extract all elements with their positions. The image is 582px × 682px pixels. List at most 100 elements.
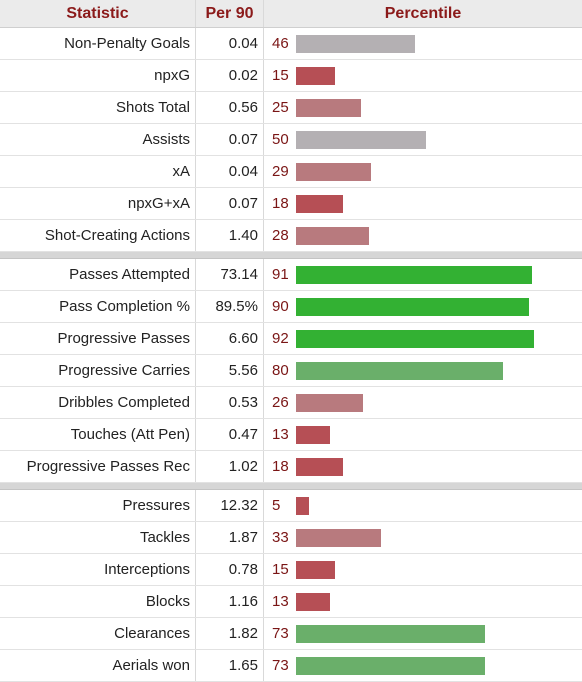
stat-name: Shots Total (116, 99, 190, 116)
stat-name: Blocks (145, 593, 190, 610)
percentile-value: 26 (272, 394, 289, 411)
table-row: Shots Total 0.56 25 (0, 92, 582, 124)
percentile-bar-track (296, 624, 555, 643)
percentile-cell: 92 (264, 323, 582, 354)
per90-value: 1.02 (195, 451, 264, 482)
percentile-bar (296, 226, 369, 245)
percentile-value: 73 (272, 657, 289, 674)
percentile-value: 15 (272, 561, 289, 578)
percentile-cell: 90 (264, 291, 582, 322)
percentile-bar (296, 329, 534, 348)
table-row: npxG 0.02 15 (0, 60, 582, 92)
stat-name: npxG (154, 67, 190, 84)
percentile-cell: 80 (264, 355, 582, 386)
group-separator (0, 252, 582, 259)
table-row: Passes Attempted 73.14 91 (0, 259, 582, 291)
per90-value: 0.78 (195, 554, 264, 585)
percentile-cell: 13 (264, 419, 582, 450)
table-row: Interceptions 0.78 15 (0, 554, 582, 586)
stat-name: xA (172, 163, 190, 180)
percentile-bar (296, 457, 343, 476)
percentile-value: 13 (272, 593, 289, 610)
percentile-cell: 15 (264, 554, 582, 585)
percentile-bar (296, 98, 361, 117)
percentile-cell: 18 (264, 451, 582, 482)
percentile-bar-track (296, 361, 555, 380)
percentile-bar (296, 560, 335, 579)
percentile-cell: 73 (264, 650, 582, 681)
percentile-value: 92 (272, 330, 289, 347)
percentile-value: 5 (272, 497, 281, 514)
table-row: xA 0.04 29 (0, 156, 582, 188)
percentile-bar (296, 194, 343, 213)
percentile-cell: 18 (264, 188, 582, 219)
percentile-cell: 29 (264, 156, 582, 187)
percentile-bar-track (296, 496, 555, 515)
table-row: Shot-Creating Actions 1.40 28 (0, 220, 582, 252)
percentile-bar (296, 162, 371, 181)
percentile-bar (296, 528, 381, 547)
per90-value: 1.40 (195, 220, 264, 251)
percentile-bar-track (296, 66, 555, 85)
percentile-bar (296, 592, 330, 611)
percentile-bar-track (296, 528, 555, 547)
per90-value: 89.5% (195, 291, 264, 322)
table-row: Aerials won 1.65 73 (0, 650, 582, 682)
percentile-bar (296, 496, 309, 515)
percentile-bar-track (296, 194, 555, 213)
percentile-value: 25 (272, 99, 289, 116)
table-row: Tackles 1.87 33 (0, 522, 582, 554)
header-per90[interactable]: Per 90 (195, 0, 264, 27)
percentile-bar-track (296, 297, 555, 316)
table-row: Dribbles Completed 0.53 26 (0, 387, 582, 419)
percentile-cell: 50 (264, 124, 582, 155)
stat-name: Non-Penalty Goals (64, 35, 190, 52)
percentile-bar (296, 425, 330, 444)
header-statistic[interactable]: Statistic (66, 4, 129, 22)
percentile-bar-track (296, 130, 555, 149)
table-row: Pass Completion % 89.5% 90 (0, 291, 582, 323)
percentile-bar-track (296, 98, 555, 117)
per90-value: 1.82 (195, 618, 264, 649)
per90-value: 0.04 (195, 156, 264, 187)
percentile-bar (296, 34, 415, 53)
percentile-bar (296, 393, 363, 412)
per90-value: 73.14 (195, 259, 264, 290)
stat-name: Interceptions (104, 561, 190, 578)
percentile-bar-track (296, 592, 555, 611)
percentile-cell: 13 (264, 586, 582, 617)
percentile-bar-track (296, 162, 555, 181)
percentile-value: 15 (272, 67, 289, 84)
stat-name: Progressive Passes Rec (26, 458, 190, 475)
percentile-value: 90 (272, 298, 289, 315)
percentile-bar-track (296, 226, 555, 245)
percentile-value: 91 (272, 266, 289, 283)
table-row: Blocks 1.16 13 (0, 586, 582, 618)
per90-value: 5.56 (195, 355, 264, 386)
percentile-bar-track (296, 329, 555, 348)
percentile-bar (296, 361, 503, 380)
table-row: Progressive Passes Rec 1.02 18 (0, 451, 582, 483)
percentile-value: 18 (272, 458, 289, 475)
table-header: Statistic Per 90 Percentile (0, 0, 582, 28)
percentile-bar (296, 66, 335, 85)
per90-value: 0.04 (195, 28, 264, 59)
percentile-bar-track (296, 457, 555, 476)
table-row: Touches (Att Pen) 0.47 13 (0, 419, 582, 451)
percentile-bar (296, 130, 426, 149)
percentile-cell: 26 (264, 387, 582, 418)
table-row: Progressive Carries 5.56 80 (0, 355, 582, 387)
percentile-bar (296, 265, 532, 284)
stat-name: Assists (142, 131, 190, 148)
percentile-bar (296, 656, 485, 675)
stat-name: Tackles (139, 529, 190, 546)
percentile-bar-track (296, 425, 555, 444)
header-percentile[interactable]: Percentile (384, 4, 462, 22)
percentile-value: 18 (272, 195, 289, 212)
percentile-value: 80 (272, 362, 289, 379)
per90-value: 0.56 (195, 92, 264, 123)
table-row: npxG+xA 0.07 18 (0, 188, 582, 220)
per90-value: 1.65 (195, 650, 264, 681)
percentile-value: 28 (272, 227, 289, 244)
